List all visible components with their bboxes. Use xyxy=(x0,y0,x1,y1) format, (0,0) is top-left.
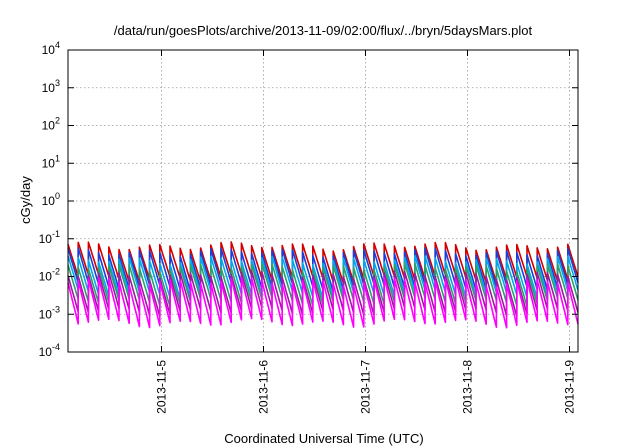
y-tick-base: 10 xyxy=(42,194,56,208)
y-tick-base: 10 xyxy=(42,156,56,170)
y-tick-label: 104 xyxy=(42,40,60,57)
y-tick-base: 10 xyxy=(42,119,56,133)
y-axis-label: cGy/day xyxy=(18,176,33,224)
y-tick-base: 10 xyxy=(42,43,56,57)
y-tick-base: 10 xyxy=(39,307,53,321)
series-layer xyxy=(67,241,579,329)
x-tick-label: 2013-11-8 xyxy=(461,360,475,414)
y-tick-exponent: -4 xyxy=(52,342,60,352)
y-tick-label: 103 xyxy=(42,78,60,95)
y-tick-exponent: 2 xyxy=(55,116,60,126)
y-tick-exponent: 3 xyxy=(55,78,60,88)
y-tick-base: 10 xyxy=(39,270,53,284)
y-tick-exponent: -2 xyxy=(52,267,60,277)
x-tick-label: 2013-11-7 xyxy=(359,360,373,414)
y-tick-label: 10-1 xyxy=(39,229,60,246)
y-tick-label: 100 xyxy=(42,191,60,208)
y-tick-base: 10 xyxy=(42,81,56,95)
series-line xyxy=(67,276,579,329)
y-tick-exponent: -1 xyxy=(52,229,60,239)
y-tick-exponent: 0 xyxy=(55,191,60,201)
y-tick-label: 10-4 xyxy=(39,342,60,359)
x-axis-label: Coordinated Universal Time (UTC) xyxy=(224,431,423,446)
y-tick-exponent: 4 xyxy=(55,40,60,50)
x-tick-label: 2013-11-5 xyxy=(155,360,169,414)
y-tick-exponent: -3 xyxy=(52,304,60,314)
y-tick-label: 10-2 xyxy=(39,267,60,284)
y-tick-exponent: 1 xyxy=(55,153,60,163)
y-tick-label: 10-3 xyxy=(39,304,60,321)
y-tick-base: 10 xyxy=(39,232,53,246)
y-tick-label: 102 xyxy=(42,116,60,133)
chart-title: /data/run/goesPlots/archive/2013-11-09/0… xyxy=(114,23,533,38)
y-tick-base: 10 xyxy=(39,345,53,359)
x-tick-label: 2013-11-6 xyxy=(257,360,271,414)
y-tick-label: 101 xyxy=(42,153,60,170)
x-tick-label: 2013-11-9 xyxy=(563,360,577,414)
x-axis: 2013-11-5 2013-11-6 2013-11-7 2013-11-8 2013… xyxy=(155,50,577,414)
